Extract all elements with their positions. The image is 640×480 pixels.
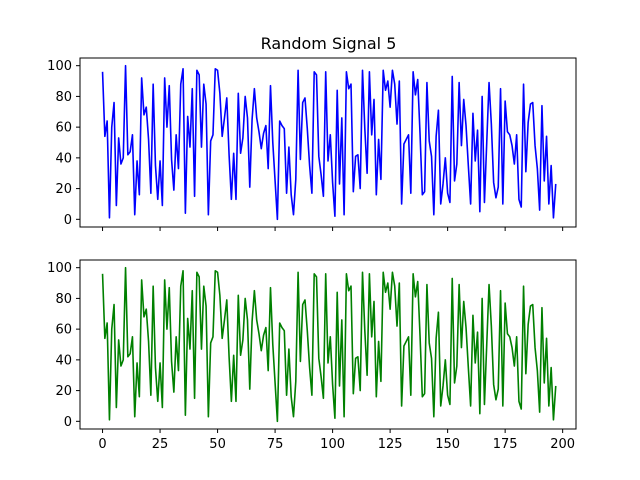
- green-signal-line: [101, 266, 557, 423]
- x-tick-label: 0: [98, 437, 106, 452]
- x-tick-label: 125: [378, 437, 403, 452]
- x-tick-label: 50: [209, 437, 226, 452]
- y-tick-label: 80: [55, 292, 72, 307]
- bottom-subplot: 0 20 40 60 80 100 0 25 50 75 100 125 150 175 200: [47, 259, 577, 452]
- x-tick-label: 150: [435, 437, 460, 452]
- y-tick-label: 60: [55, 121, 72, 136]
- y-tick-label: 20: [55, 384, 72, 399]
- chart-title: Random Signal 5: [261, 34, 397, 53]
- x-tick-label: 200: [550, 437, 575, 452]
- y-tick-label: 40: [55, 353, 72, 368]
- top-subplot: 0 20 40 60 80 100: [47, 57, 577, 231]
- x-tick-label: 25: [152, 437, 169, 452]
- y-tick-label: 20: [55, 182, 72, 197]
- y-tick-label: 0: [64, 213, 72, 228]
- y-tick-label: 100: [47, 261, 72, 276]
- blue-signal-line: [101, 64, 557, 221]
- x-tick-label: 100: [320, 437, 345, 452]
- y-tick-label: 40: [55, 151, 72, 166]
- y-tick-label: 60: [55, 323, 72, 338]
- x-tick-label: 75: [267, 437, 284, 452]
- y-tick-label: 80: [55, 90, 72, 105]
- y-tick-label: 100: [47, 59, 72, 74]
- x-tick-label: 175: [493, 437, 518, 452]
- axes-frame: [79, 57, 577, 228]
- y-tick-label: 0: [64, 415, 72, 430]
- axes-frame: [79, 259, 577, 430]
